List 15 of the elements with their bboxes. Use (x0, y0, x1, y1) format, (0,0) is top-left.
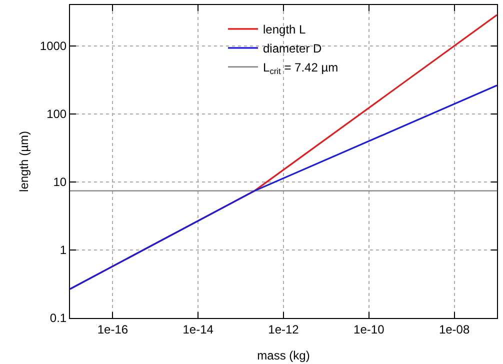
legend-label: diameter D (263, 42, 322, 56)
y-tick-label: 100 (46, 107, 67, 122)
x-tick-label: 1e-08 (438, 322, 470, 336)
x-tick-label: 1e-14 (182, 322, 214, 336)
legend-label: length L (263, 22, 306, 37)
x-tick-label: 1e-16 (97, 322, 128, 336)
y-tick-label: 1 (60, 243, 67, 258)
x-tick-label: 1e-12 (268, 322, 300, 336)
y-axis-title: length (µm) (17, 131, 32, 192)
x-tick-label: 1e-10 (354, 322, 385, 336)
y-tick-label: 1000 (40, 39, 67, 54)
x-axis-title: mass (kg) (257, 348, 310, 362)
y-tick-label: 0.1 (50, 311, 67, 326)
legend-label: L$_{crit}$ = 7.42 µm (263, 60, 338, 76)
y-tick-label: 10 (53, 175, 67, 190)
